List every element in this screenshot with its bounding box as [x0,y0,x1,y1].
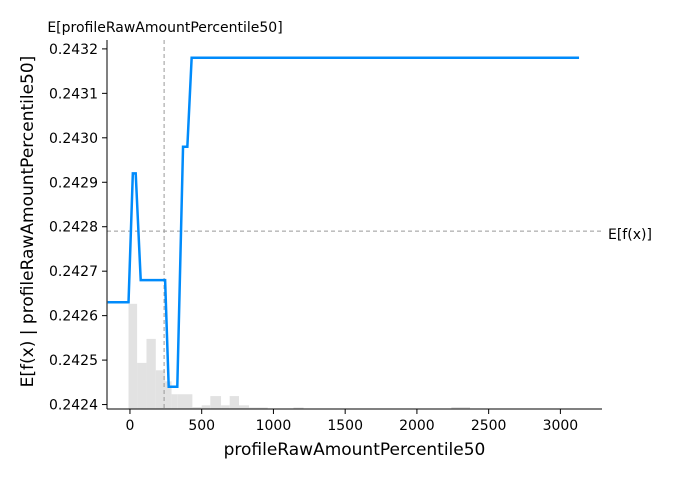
x-tick-label: 1000 [256,418,292,434]
y-tick-label: 0.2424 [49,398,98,414]
x-tick-label: 0 [125,418,134,434]
histogram-bar [239,405,250,409]
histogram-bar [293,407,304,409]
x-tick-label: 2000 [399,418,435,434]
histogram-bar [128,303,138,409]
histogram-bar [229,396,239,409]
histogram-bar [137,362,147,409]
y-tick-label: 0.2428 [49,220,98,236]
x-tick-label: 1500 [327,418,363,434]
histogram-bar [155,370,166,409]
x-ticks: 0 500 1000 1500 2000 2500 3000 [125,409,578,434]
y-ticks: 0.2424 0.2425 0.2426 0.2427 0.2428 0.2429 0.24… [49,42,107,414]
histogram-bar [146,338,156,409]
histogram-bar [192,407,202,409]
y-tick-label: 0.2429 [49,175,98,191]
y-axis-title: E[f(x) | profileRawAmountPercentile50] [18,56,38,388]
dependence-line [107,56,580,389]
histogram-bar [177,394,193,409]
expected-feature-label: E[profileRawAmountPercentile50] [47,20,282,36]
histogram-bar [221,405,230,409]
y-tick-label: 0.2425 [49,353,98,369]
histogram-bar [201,405,211,409]
y-tick-label: 0.2431 [49,86,98,102]
y-tick-label: 0.2426 [49,309,98,325]
y-tick-label: 0.2432 [49,42,98,58]
histogram-bar [451,407,470,409]
histogram-bar [171,394,178,409]
histogram-bar [249,407,268,409]
x-tick-label: 2500 [471,418,507,434]
x-tick-label: 500 [188,418,215,434]
y-tick-label: 0.2427 [49,264,98,280]
y-tick-label: 0.2430 [49,131,98,147]
histogram-bar [210,396,222,409]
x-tick-label: 3000 [543,418,579,434]
x-axis-title: profileRawAmountPercentile50 [224,440,486,460]
expected-output-label: E[f(x)] [608,227,652,243]
histogram [128,303,470,409]
histogram-bar [165,381,172,409]
